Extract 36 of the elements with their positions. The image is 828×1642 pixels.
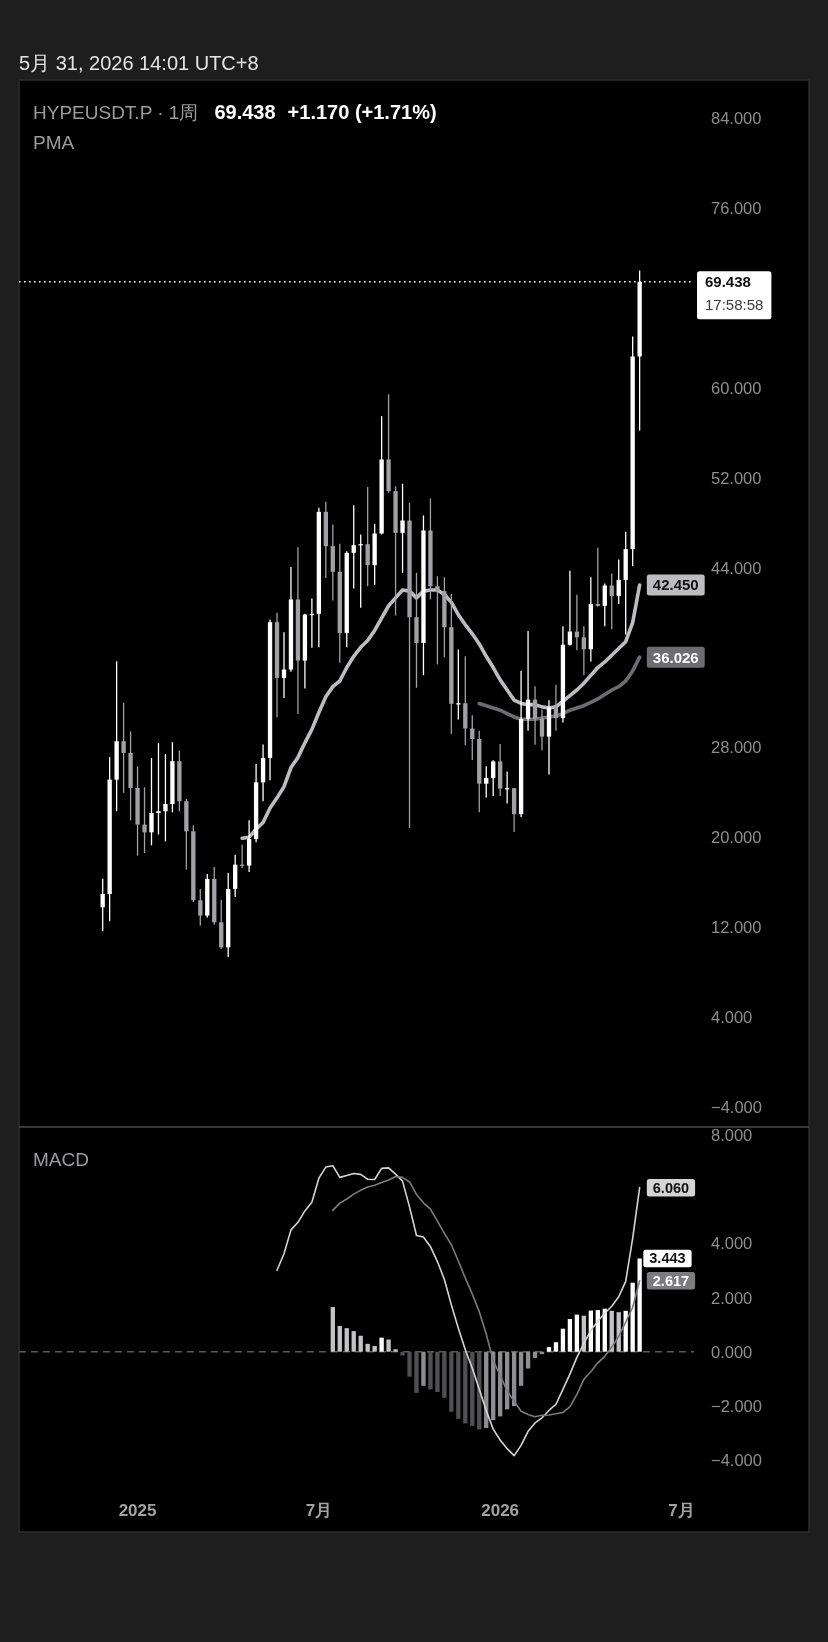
annotation: 5月 31, 2026 14:01 UTC+8 (19, 52, 259, 74)
y-tick: 44.000 (711, 558, 762, 577)
annotation: 69.438 (214, 101, 276, 123)
x-tick: 7月 (305, 1500, 333, 1520)
y-tick: 28.000 (711, 738, 762, 757)
data-label: 6.060 (652, 1179, 690, 1196)
y-tick: 76.000 (711, 199, 762, 218)
y-tick: 84.000 (711, 109, 762, 128)
y-tick: −4.000 (711, 1097, 762, 1116)
annotation: 17:58:58 (705, 296, 764, 314)
data-label: 42.450 (652, 576, 699, 594)
y-tick: −2.000 (711, 1396, 762, 1415)
y-tick: −4.000 (711, 1451, 762, 1469)
value-label: 69.438 17:58:58 (697, 271, 772, 320)
y-tick: 4.000 (711, 1234, 753, 1253)
x-tick: 2026 (481, 1500, 520, 1520)
x-tick: 2025 (118, 1500, 157, 1520)
y-tick: 2.000 (711, 1288, 753, 1307)
annotation: +1.170 (+1.71%) (287, 101, 437, 123)
ref-line-label: 69.438 (705, 273, 751, 291)
data-label: 2.617 (652, 1272, 690, 1289)
y-tick: 4.000 (711, 1007, 753, 1026)
x-tick: 7月 (668, 1500, 695, 1520)
y-tick: 20.000 (711, 828, 762, 847)
y-tick: 8.000 (711, 1126, 753, 1145)
y-tick: 0.000 (711, 1342, 753, 1361)
subtitle: PMA (33, 131, 75, 153)
y-tick: 12.000 (711, 918, 762, 937)
data-label: 36.026 (652, 648, 699, 666)
y-tick: 60.000 (711, 378, 762, 397)
annotation: 3.443 (649, 1250, 686, 1267)
value-label: 42.450 (646, 574, 705, 596)
y-tick: 52.000 (711, 468, 762, 487)
title: HYPEUSDT.P · 1周 (33, 101, 199, 123)
value-label: 2.617 (646, 1272, 696, 1290)
title: MACD (33, 1148, 89, 1170)
